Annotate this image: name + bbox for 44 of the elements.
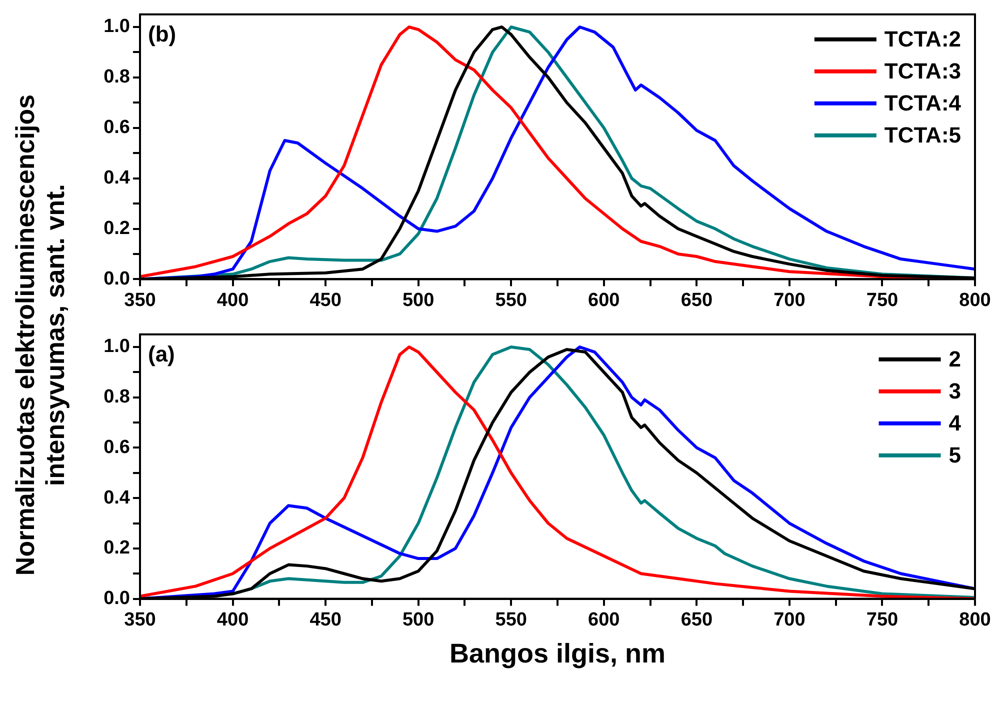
y-tick-label: 0.6 [104, 436, 130, 458]
x-tick-label: 450 [310, 609, 342, 630]
y-tick-label: 0.8 [104, 66, 130, 88]
x-tick-label: 600 [588, 290, 620, 311]
legend-label: TCTA:4 [884, 90, 962, 116]
legend-label: TCTA:2 [884, 26, 962, 52]
x-tick-label: 700 [774, 609, 806, 630]
x-tick-label: 800 [959, 609, 991, 630]
x-tick-label: 550 [495, 290, 527, 311]
x-tick-label: 400 [216, 290, 249, 311]
legend-label: TCTA:5 [884, 122, 962, 148]
y-tick-label: 0.4 [104, 168, 130, 189]
legend-label: 5 [948, 442, 962, 468]
annotation: (a) [148, 341, 175, 366]
x-tick-label: 700 [774, 290, 806, 311]
y-tick-label: 1.0 [104, 336, 130, 358]
x-tick-label: 450 [310, 290, 342, 311]
x-tick-label: 500 [402, 609, 434, 630]
x-tick-label: 650 [680, 609, 713, 630]
x-tick-label: 350 [124, 290, 156, 311]
x-tick-label: 400 [216, 609, 249, 630]
legend-label: 2 [948, 346, 962, 372]
y-tick-label: 0.6 [104, 117, 130, 138]
legend-label: 4 [948, 410, 962, 436]
y-tick-label: 0.8 [104, 386, 130, 408]
x-tick-label: 750 [866, 609, 898, 630]
x-tick-label: 650 [680, 290, 713, 311]
y-tick-label: 0.4 [104, 487, 130, 508]
x-tick-label: 500 [402, 290, 434, 311]
x-tick-label: 750 [866, 290, 898, 311]
annotation: (b) [148, 21, 176, 46]
y-tick-label: 0.0 [104, 588, 130, 610]
x-axis-title: Bangos ilgis, nm [449, 638, 666, 668]
y-tick-label: 0.0 [104, 268, 130, 290]
y-axis-title: Normalizuotas elektroliuminescencijos intensyvumas, sant. vnt. [10, 93, 70, 578]
x-tick-label: 350 [124, 609, 156, 630]
x-tick-label: 800 [959, 290, 991, 311]
x-tick-label: 600 [588, 609, 620, 630]
legend-label: TCTA:3 [884, 58, 962, 84]
y-tick-label: 0.2 [104, 218, 130, 239]
legend-label: 3 [948, 378, 962, 404]
y-tick-label: 0.2 [104, 538, 130, 559]
y-tick-label: 1.0 [104, 16, 130, 38]
x-tick-label: 550 [495, 609, 527, 630]
